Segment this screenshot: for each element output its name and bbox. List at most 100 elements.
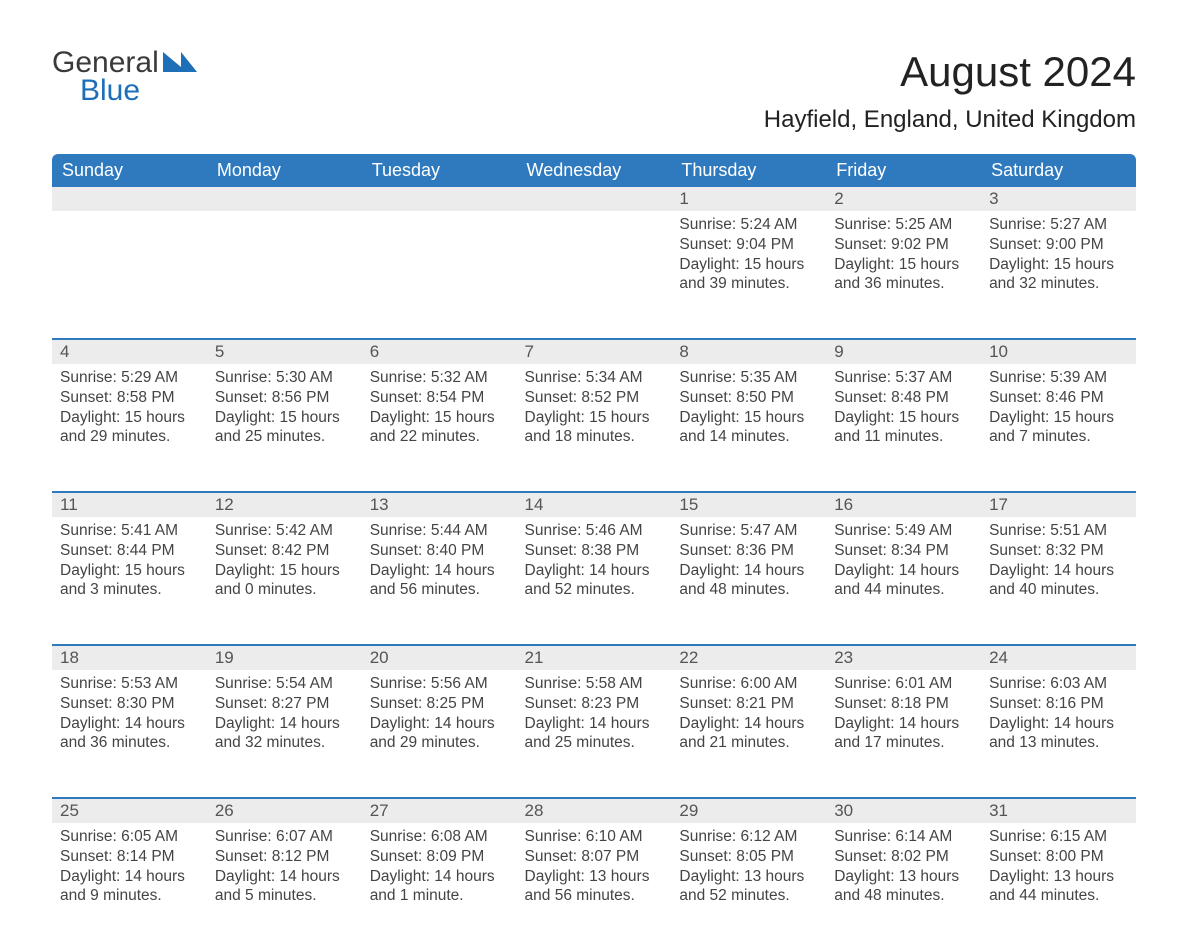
day-number-cell: 24 — [981, 645, 1136, 670]
day-details-cell: Sunrise: 5:46 AMSunset: 8:38 PMDaylight:… — [517, 517, 672, 645]
day-sunset: Sunset: 8:34 PM — [834, 541, 973, 561]
day-day2: and 32 minutes. — [989, 274, 1128, 294]
day-sunrise: Sunrise: 6:01 AM — [834, 674, 973, 694]
day-day1: Daylight: 14 hours — [370, 867, 509, 887]
day-day2: and 52 minutes. — [679, 886, 818, 906]
day-day1: Daylight: 15 hours — [215, 408, 354, 428]
day-sunset: Sunset: 8:32 PM — [989, 541, 1128, 561]
day-sunset: Sunset: 8:27 PM — [215, 694, 354, 714]
day-details-row: Sunrise: 5:29 AMSunset: 8:58 PM Daylight:… — [52, 364, 1136, 492]
day-details-cell: Sunrise: 5:51 AMSunset: 8:32 PMDaylight:… — [981, 517, 1136, 645]
day-day2: and 48 minutes. — [834, 886, 973, 906]
day-sunrise: Sunrise: 5:53 AM — [60, 674, 199, 694]
day-details-cell — [52, 211, 207, 339]
day-number-cell: 29 — [671, 798, 826, 823]
day-details-cell: Sunrise: 6:14 AMSunset: 8:02 PMDaylight:… — [826, 823, 981, 951]
day-number-cell: 1 — [671, 187, 826, 211]
day-sunset: Sunset: 8:54 PM — [370, 388, 509, 408]
day-sunset: Sunset: 8:58 PM — [60, 388, 199, 408]
day-number-cell: 25 — [52, 798, 207, 823]
day-sunset: Sunset: 8:12 PM — [215, 847, 354, 867]
day-number-cell: 31 — [981, 798, 1136, 823]
day-details-cell: Sunrise: 5:41 AMSunset: 8:44 PMDaylight:… — [52, 517, 207, 645]
day-details-cell: Sunrise: 5:53 AMSunset: 8:30 PMDaylight:… — [52, 670, 207, 798]
day-sunrise: Sunrise: 6:05 AM — [60, 827, 199, 847]
day-day2: and 25 minutes. — [525, 733, 664, 753]
brand-flag-icon — [163, 52, 197, 72]
day-day1: Daylight: 14 hours — [60, 867, 199, 887]
location-subtitle: Hayfield, England, United Kingdom — [764, 106, 1136, 134]
day-number-cell: 14 — [517, 492, 672, 517]
day-day1: Daylight: 14 hours — [215, 867, 354, 887]
day-day1: Daylight: 14 hours — [525, 561, 664, 581]
daynum-row: 123 — [52, 187, 1136, 211]
day-number-cell: 21 — [517, 645, 672, 670]
day-day2: and 14 minutes. — [679, 427, 818, 447]
day-number-cell: 22 — [671, 645, 826, 670]
day-day2: and 32 minutes. — [215, 733, 354, 753]
day-sunrise: Sunrise: 5:51 AM — [989, 521, 1128, 541]
day-sunset: Sunset: 8:09 PM — [370, 847, 509, 867]
calendar-table: Sunday Monday Tuesday Wednesday Thursday… — [52, 154, 1136, 951]
day-details-cell: Sunrise: 5:34 AMSunset: 8:52 PMDaylight:… — [517, 364, 672, 492]
day-details-cell: Sunrise: 5:24 AMSunset: 9:04 PMDaylight:… — [671, 211, 826, 339]
day-sunset: Sunset: 8:46 PM — [989, 388, 1128, 408]
day-sunset: Sunset: 9:02 PM — [834, 235, 973, 255]
day-day1: Daylight: 14 hours — [989, 714, 1128, 734]
day-sunrise: Sunrise: 5:34 AM — [525, 368, 664, 388]
day-sunset: Sunset: 8:02 PM — [834, 847, 973, 867]
day-sunrise: Sunrise: 5:39 AM — [989, 368, 1128, 388]
day-details-cell: Sunrise: 5:58 AMSunset: 8:23 PMDaylight:… — [517, 670, 672, 798]
day-number-cell: 15 — [671, 492, 826, 517]
day-number-cell: 7 — [517, 339, 672, 364]
day-day1: Daylight: 14 hours — [525, 714, 664, 734]
day-details-cell: Sunrise: 6:03 AMSunset: 8:16 PMDaylight:… — [981, 670, 1136, 798]
day-day1: Daylight: 15 hours — [834, 408, 973, 428]
day-sunrise: Sunrise: 6:00 AM — [679, 674, 818, 694]
weekday-header: Wednesday — [517, 154, 672, 187]
day-sunrise: Sunrise: 5:47 AM — [679, 521, 818, 541]
day-details-cell: Sunrise: 5:27 AMSunset: 9:00 PMDaylight:… — [981, 211, 1136, 339]
day-day2: and 36 minutes. — [834, 274, 973, 294]
day-day2: and 29 minutes. — [370, 733, 509, 753]
day-details-cell: Sunrise: 6:05 AMSunset: 8:14 PMDaylight:… — [52, 823, 207, 951]
day-sunset: Sunset: 8:16 PM — [989, 694, 1128, 714]
day-details-cell: Sunrise: 5:30 AMSunset: 8:56 PMDaylight:… — [207, 364, 362, 492]
day-day2: and 7 minutes. — [989, 427, 1128, 447]
day-sunrise: Sunrise: 5:29 AM — [60, 368, 199, 388]
day-day1: Daylight: 13 hours — [525, 867, 664, 887]
day-number-cell — [517, 187, 672, 211]
day-day2: and 22 minutes. — [370, 427, 509, 447]
day-number-cell: 13 — [362, 492, 517, 517]
day-number-cell: 18 — [52, 645, 207, 670]
day-details-row: Sunrise: 6:05 AMSunset: 8:14 PMDaylight:… — [52, 823, 1136, 951]
day-details-row: Sunrise: 5:41 AMSunset: 8:44 PMDaylight:… — [52, 517, 1136, 645]
day-day1: Daylight: 15 hours — [989, 408, 1128, 428]
day-sunrise: Sunrise: 6:07 AM — [215, 827, 354, 847]
day-day2: and 5 minutes. — [215, 886, 354, 906]
day-day2: and 18 minutes. — [525, 427, 664, 447]
day-sunrise: Sunrise: 5:44 AM — [370, 521, 509, 541]
day-sunset: Sunset: 8:21 PM — [679, 694, 818, 714]
day-day2: and 56 minutes. — [370, 580, 509, 600]
day-number-cell: 20 — [362, 645, 517, 670]
day-day1: Daylight: 14 hours — [834, 714, 973, 734]
title-block: August 2024 Hayfield, England, United Ki… — [764, 48, 1136, 148]
day-details-cell: Sunrise: 5:25 AMSunset: 9:02 PMDaylight:… — [826, 211, 981, 339]
day-sunset: Sunset: 8:05 PM — [679, 847, 818, 867]
day-day2: and 1 minute. — [370, 886, 509, 906]
weekday-header: Sunday — [52, 154, 207, 187]
daynum-row: 25262728293031 — [52, 798, 1136, 823]
day-sunset: Sunset: 8:23 PM — [525, 694, 664, 714]
day-day2: and 11 minutes. — [834, 427, 973, 447]
header: General Blue August 2024 Hayfield, Engla… — [52, 48, 1136, 148]
day-day1: Daylight: 15 hours — [370, 408, 509, 428]
day-sunrise: Sunrise: 6:15 AM — [989, 827, 1128, 847]
day-day2: and 48 minutes. — [679, 580, 818, 600]
day-number-cell: 23 — [826, 645, 981, 670]
day-number-cell: 6 — [362, 339, 517, 364]
day-day1: Daylight: 15 hours — [525, 408, 664, 428]
day-details-cell: Sunrise: 6:15 AMSunset: 8:00 PMDaylight:… — [981, 823, 1136, 951]
day-number-cell — [362, 187, 517, 211]
weekday-header: Monday — [207, 154, 362, 187]
